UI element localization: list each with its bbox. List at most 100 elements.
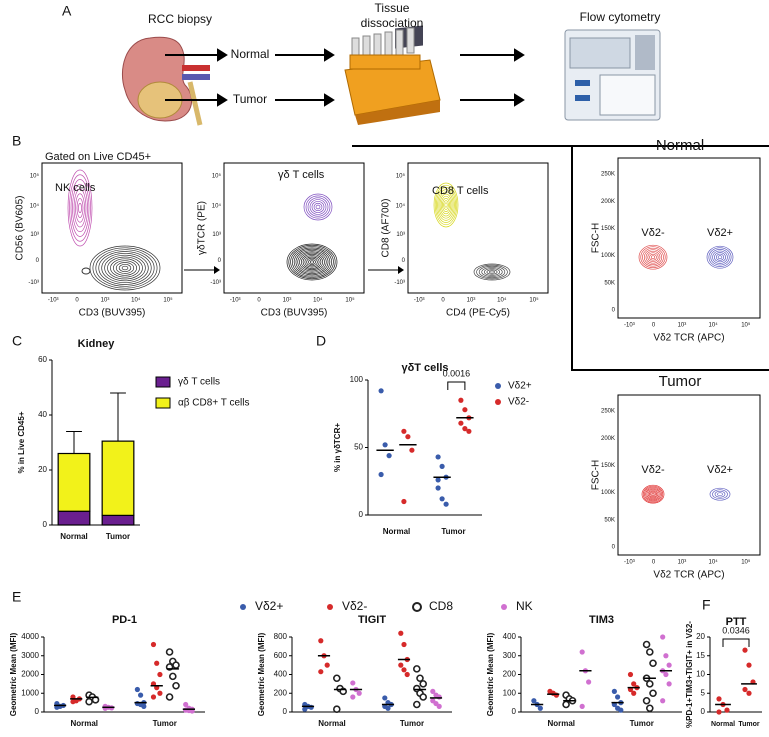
data-point [439,496,445,502]
contour [288,244,336,280]
x-tick-label: Tumor [630,719,654,728]
contour [95,249,155,287]
x-tick-label: Tumor [153,719,177,728]
y-tick-label: 100K [601,490,615,496]
y-axis-label: Geometric Mean (MFI) [9,632,18,716]
y-tick-label: 0 [512,707,517,716]
y-tick-label: 10⁴ [212,202,222,209]
data-point [134,686,140,693]
data-point [165,648,174,656]
legend-marker [240,604,246,610]
condition-label: Tumor [659,373,702,390]
contour [300,253,324,271]
y-tick-label: 200 [274,688,288,697]
x-tick-label: Normal [383,527,411,536]
data-point [466,428,472,434]
data-point [405,434,411,440]
y-tick-label: 0 [43,520,48,529]
x-axis-label: Vδ2 TCR (APC) [653,333,724,344]
contour [434,184,458,226]
legend-label: Vδ2+ [255,599,283,613]
contour [110,258,140,278]
data-point [409,447,415,453]
plot-frame [617,157,761,319]
data-point [350,680,356,686]
y-tick-label: 10 [696,670,705,679]
contour [645,250,661,264]
x-axis-label: CD4 (PE-Cy5) [446,308,510,319]
contour [76,198,84,218]
contour [433,182,459,228]
contour [649,253,657,261]
y-axis-label: FSC-H [591,460,602,491]
contour [292,247,332,277]
contour [313,202,323,212]
y-tick-label: 20 [696,632,705,641]
y-tick-label: 10³ [396,232,405,238]
contour [473,263,511,281]
contour [708,247,732,267]
data-point [436,703,442,709]
chart-title: PTT [726,616,747,628]
y-tick-label: 1000 [21,688,39,697]
data-point [154,660,160,666]
x-tick-label: 10⁵ [163,297,173,304]
y-tick-label: 100K [601,253,615,259]
x-tick-label: Normal [547,719,575,728]
y-tick-label: 0 [612,308,616,314]
legend-marker [501,604,507,610]
gate-arrow-head [398,266,404,274]
x-tick-label: 10³ [678,560,687,566]
data-point [724,707,730,713]
contour [712,250,728,264]
y-tick-label: 100 [503,688,517,697]
y-axis-label: Geometric Mean (MFI) [486,632,495,716]
x-tick-label: 10⁵ [345,297,355,304]
contour [640,246,666,269]
data-point [742,686,748,693]
legend-label: αβ CD8+ T cells [178,398,249,409]
y-tick-label: 200 [503,670,517,679]
contour [73,188,87,228]
data-point [172,661,180,669]
gate-arrow-head [214,266,220,274]
data-point [586,679,592,685]
x-tick-label: Tumor [400,719,424,728]
data-point [419,680,428,688]
data-point [645,680,654,688]
contour [438,191,454,219]
y-tick-label: -10³ [394,280,405,286]
legend-marker [412,602,422,612]
x-tick-label: Normal [60,532,88,541]
contour [442,198,450,212]
bar-segment [101,514,135,526]
contour [436,187,456,223]
data-point [324,662,330,668]
data-point [157,671,163,678]
data-point [308,704,314,710]
data-point [631,690,637,696]
contour [306,257,318,267]
data-point [378,471,384,478]
legend-marker [495,399,501,405]
x-tick-label: -10³ [48,298,59,304]
contour [709,487,731,501]
y-tick-label: 50 [354,443,363,452]
data-point [141,703,147,709]
data-point [663,671,669,678]
data-point [462,407,468,413]
contour [646,488,660,500]
y-tick-label: 10⁴ [30,202,40,209]
x-tick-label: 0 [652,323,656,329]
y-tick-label: 0 [402,258,406,264]
data-point [537,705,543,711]
workflow-arrows [165,48,525,107]
data-point [627,671,634,678]
y-tick-label: 200K [601,436,615,442]
y-tick-label: 50K [604,517,615,523]
population-label: Vδ2+ [707,227,733,239]
y-axis-label: CD56 (BV605) [15,195,26,260]
plot-frame [223,162,365,294]
y-tick-label: 10⁵ [212,173,222,180]
data-point [649,659,657,668]
